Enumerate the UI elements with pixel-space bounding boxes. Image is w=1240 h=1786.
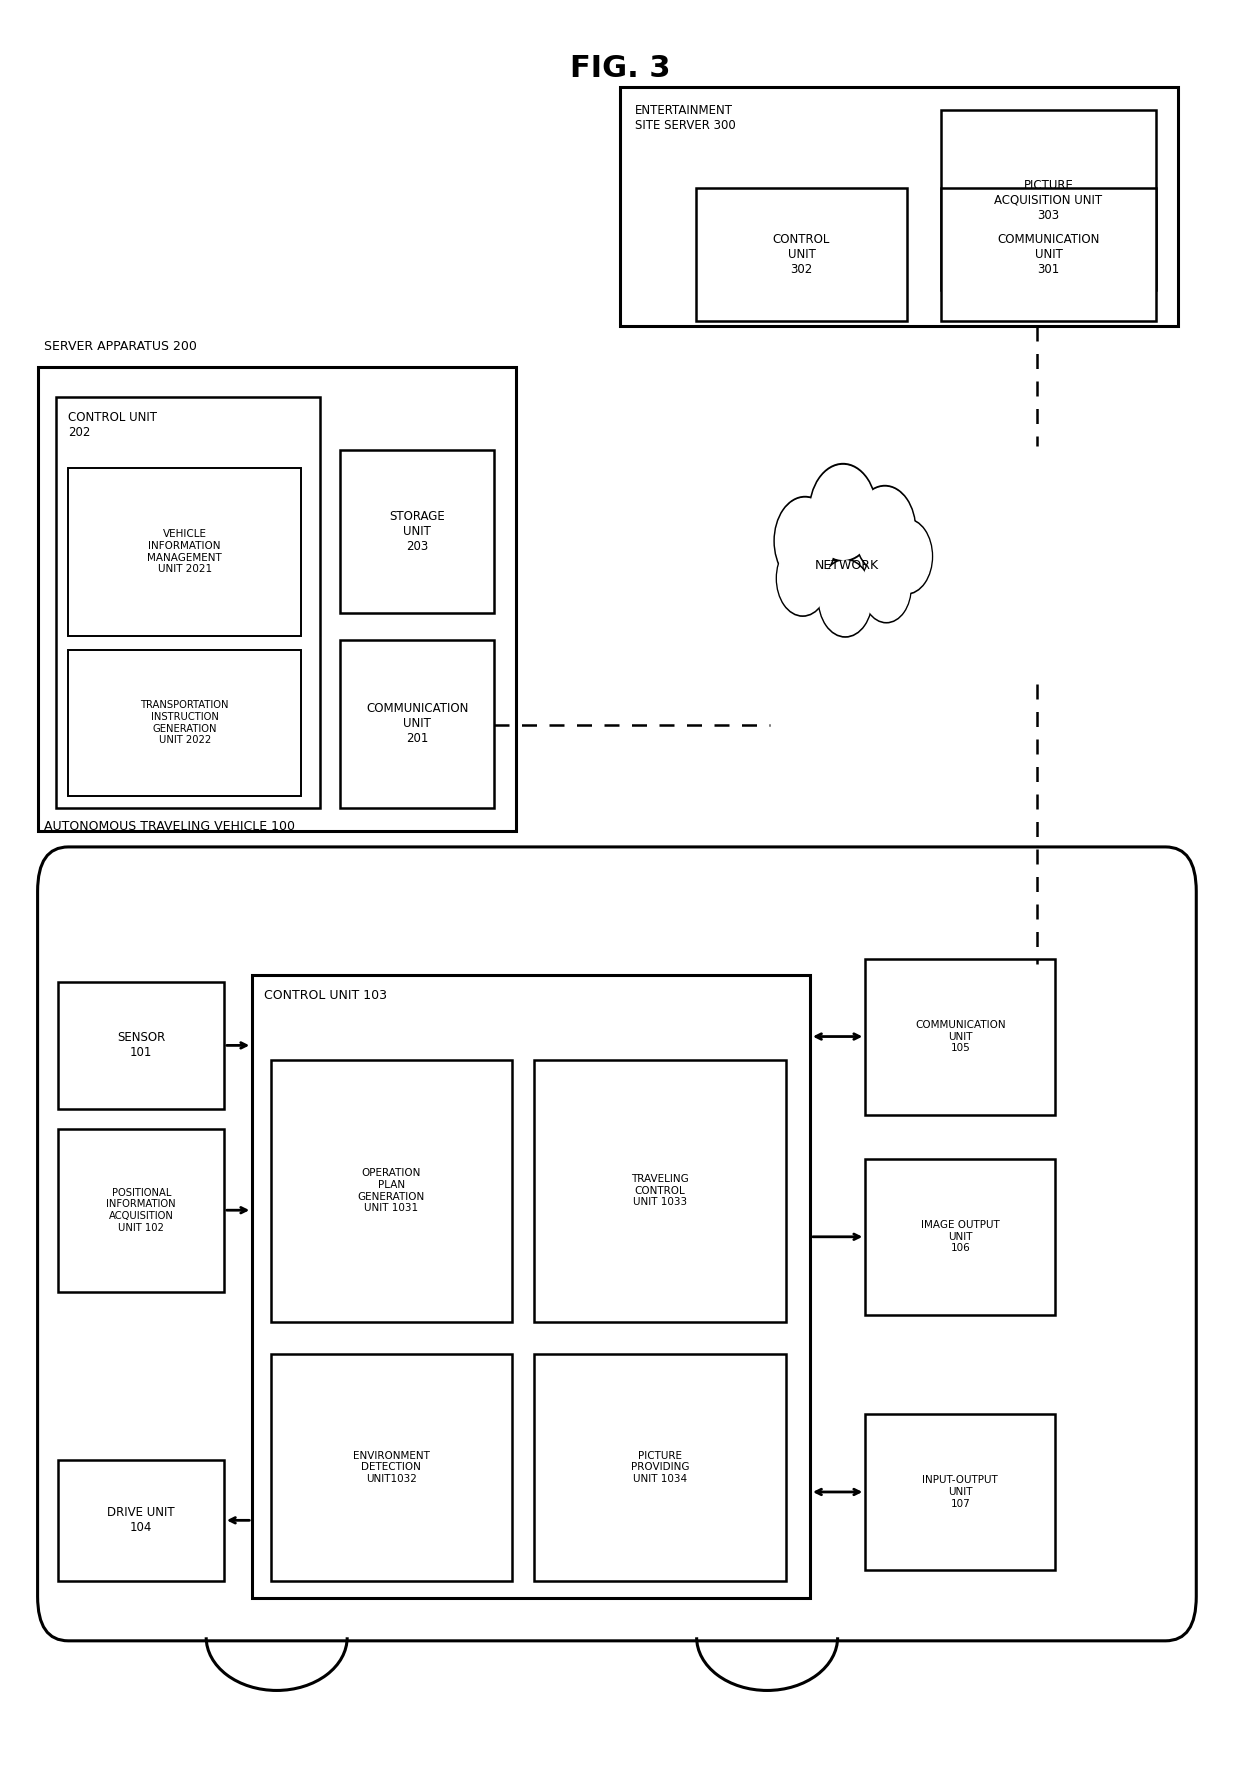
Circle shape bbox=[863, 554, 910, 622]
Text: TRANSPORTATION
INSTRUCTION
GENERATION
UNIT 2022: TRANSPORTATION INSTRUCTION GENERATION UN… bbox=[140, 700, 229, 745]
Circle shape bbox=[880, 520, 932, 593]
Text: NETWORK: NETWORK bbox=[815, 559, 879, 572]
Bar bbox=[534, 1354, 785, 1581]
Bar bbox=[270, 1354, 512, 1581]
Bar bbox=[941, 188, 1156, 321]
FancyBboxPatch shape bbox=[37, 847, 1197, 1641]
Circle shape bbox=[882, 520, 931, 593]
Bar bbox=[866, 1159, 1055, 1314]
Text: POSITIONAL
INFORMATION
ACQUISITION
UNIT 102: POSITIONAL INFORMATION ACQUISITION UNIT … bbox=[107, 1188, 176, 1232]
Circle shape bbox=[777, 541, 828, 616]
Bar bbox=[534, 1059, 785, 1322]
Text: INPUT-OUTPUT
UNIT
107: INPUT-OUTPUT UNIT 107 bbox=[923, 1475, 998, 1509]
Text: PICTURE
PROVIDING
UNIT 1034: PICTURE PROVIDING UNIT 1034 bbox=[631, 1450, 689, 1484]
Bar bbox=[696, 188, 906, 321]
Circle shape bbox=[811, 466, 875, 559]
Text: AUTONOMOUS TRAVELING VEHICLE 100: AUTONOMOUS TRAVELING VEHICLE 100 bbox=[43, 820, 295, 832]
Circle shape bbox=[777, 543, 828, 614]
Bar bbox=[58, 1129, 224, 1291]
Bar bbox=[866, 959, 1055, 1114]
Text: SERVER APPARATUS 200: SERVER APPARATUS 200 bbox=[43, 339, 197, 352]
Text: VEHICLE
INFORMATION
MANAGEMENT
UNIT 2021: VEHICLE INFORMATION MANAGEMENT UNIT 2021 bbox=[148, 529, 222, 575]
Text: CONTROL UNIT
202: CONTROL UNIT 202 bbox=[68, 411, 157, 439]
Text: PICTURE
ACQUISITION UNIT
303: PICTURE ACQUISITION UNIT 303 bbox=[994, 179, 1102, 221]
Bar bbox=[58, 982, 224, 1109]
Text: DRIVE UNIT
104: DRIVE UNIT 104 bbox=[108, 1506, 175, 1534]
Bar bbox=[68, 468, 301, 636]
Text: OPERATION
PLAN
GENERATION
UNIT 1031: OPERATION PLAN GENERATION UNIT 1031 bbox=[357, 1168, 425, 1213]
Bar bbox=[68, 650, 301, 795]
Bar bbox=[58, 1461, 224, 1581]
Circle shape bbox=[818, 559, 872, 636]
Circle shape bbox=[854, 486, 915, 573]
Text: COMMUNICATION
UNIT
301: COMMUNICATION UNIT 301 bbox=[997, 232, 1100, 275]
Bar bbox=[341, 450, 494, 613]
Text: SENSOR
101: SENSOR 101 bbox=[117, 1031, 165, 1059]
Bar bbox=[270, 1059, 512, 1322]
Bar bbox=[252, 975, 810, 1598]
Bar bbox=[341, 639, 494, 807]
Circle shape bbox=[775, 497, 836, 586]
Text: COMMUNICATION
UNIT
201: COMMUNICATION UNIT 201 bbox=[366, 702, 469, 745]
Bar bbox=[56, 396, 320, 807]
Circle shape bbox=[862, 552, 910, 622]
Bar bbox=[941, 109, 1156, 291]
Text: FIG. 3: FIG. 3 bbox=[569, 54, 671, 84]
Circle shape bbox=[775, 498, 835, 584]
Text: STORAGE
UNIT
203: STORAGE UNIT 203 bbox=[389, 511, 445, 554]
Text: ENVIRONMENT
DETECTION
UNIT1032: ENVIRONMENT DETECTION UNIT1032 bbox=[353, 1450, 430, 1484]
Circle shape bbox=[856, 488, 914, 573]
Text: COMMUNICATION
UNIT
105: COMMUNICATION UNIT 105 bbox=[915, 1020, 1006, 1054]
Text: CONTROL
UNIT
302: CONTROL UNIT 302 bbox=[773, 232, 830, 275]
Bar bbox=[866, 1415, 1055, 1570]
Circle shape bbox=[820, 561, 872, 636]
Text: IMAGE OUTPUT
UNIT
106: IMAGE OUTPUT UNIT 106 bbox=[921, 1220, 999, 1254]
Text: ENTERTAINMENT
SITE SERVER 300: ENTERTAINMENT SITE SERVER 300 bbox=[635, 104, 735, 132]
Bar bbox=[37, 366, 516, 830]
Bar bbox=[620, 88, 1178, 325]
Text: CONTROL UNIT 103: CONTROL UNIT 103 bbox=[264, 989, 387, 1002]
Circle shape bbox=[810, 464, 877, 561]
Text: TRAVELING
CONTROL
UNIT 1033: TRAVELING CONTROL UNIT 1033 bbox=[631, 1173, 688, 1207]
